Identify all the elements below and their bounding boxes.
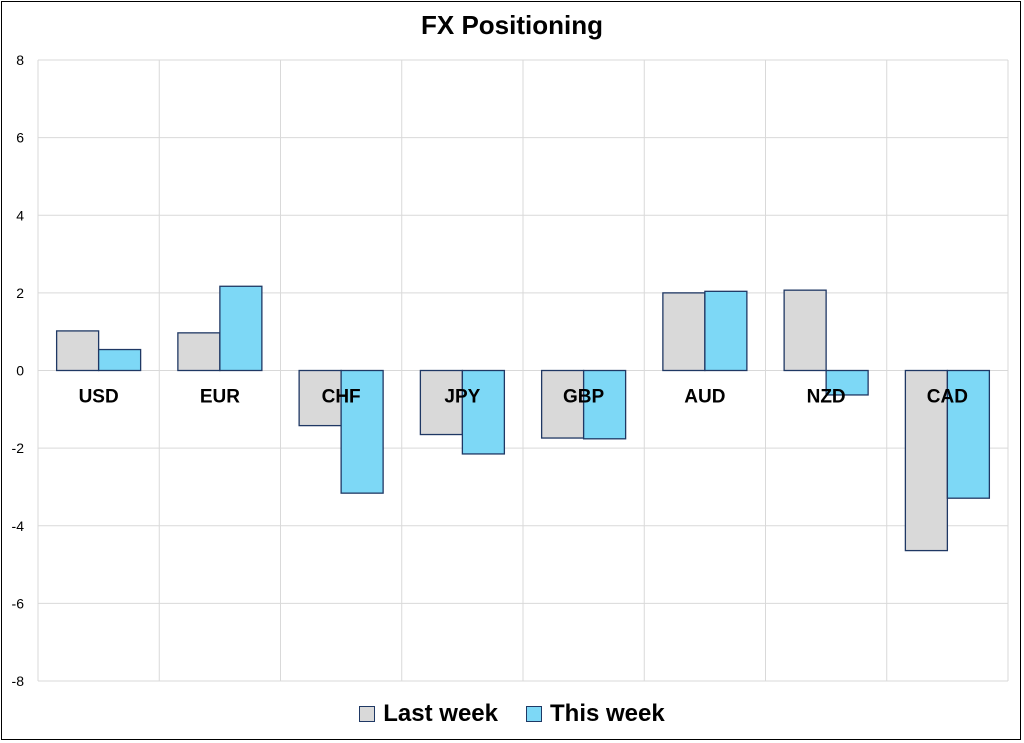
bar-last-week-cad [904,369,949,552]
legend-label-this-week: This week [550,700,665,727]
bar-this-week-usd [97,348,142,372]
bar-last-week-gbp [540,369,585,439]
y-tick-label: 8 [16,52,24,68]
y-axis-ticks: 8 6 4 2 0 -2 -4 -6 -8 [12,52,25,689]
chart-title: FX Positioning [421,10,603,40]
y-tick-label: 2 [16,285,24,301]
category-label-gbp: GBP [563,387,605,408]
legend-item-this-week: This week [526,700,665,728]
legend: Last week This week [0,700,1024,728]
bar-this-week-gbp [582,369,627,440]
bar-last-week-aud [662,292,706,372]
legend-item-last-week: Last week [359,700,498,728]
y-tick-label: 0 [16,363,24,379]
bar-last-week-eur [177,332,221,372]
bar-this-week-nzd [825,369,869,396]
y-tick-label: -2 [12,440,25,456]
bar-this-week-aud [704,290,748,372]
gridlines [37,59,1009,682]
bar-this-week-chf [340,369,384,494]
y-tick-label: 6 [16,130,24,146]
y-tick-label: 4 [16,207,24,223]
category-labels: USD EUR CHF JPY GBP AUD NZD CAD [79,387,968,408]
bar-last-week-jpy [419,369,464,436]
legend-label-last-week: Last week [383,700,498,727]
category-label-eur: EUR [200,387,240,408]
category-label-usd: USD [79,387,119,408]
y-tick-label: -4 [12,518,25,534]
bar-last-week-nzd [783,289,827,372]
bar-last-week-usd [55,330,100,372]
legend-swatch-this-week [526,706,542,722]
bar-last-week-chf [298,369,342,427]
category-label-cad: CAD [927,387,968,408]
category-label-jpy: JPY [444,387,480,408]
y-tick-label: -8 [12,673,25,689]
bar-this-week-cad [946,369,991,499]
bar-this-week-jpy [461,369,506,455]
category-label-aud: AUD [684,387,725,408]
category-label-chf: CHF [322,387,361,408]
category-label-nzd: NZD [807,387,846,408]
bar-this-week-eur [219,285,263,372]
y-tick-label: -6 [12,595,25,611]
bar-chart: 8 6 4 2 0 -2 -4 -6 -8 USD EUR CHF JPY GBP AUD NZD CAD [12,52,1009,689]
bars [55,285,991,552]
legend-swatch-last-week [359,706,376,722]
